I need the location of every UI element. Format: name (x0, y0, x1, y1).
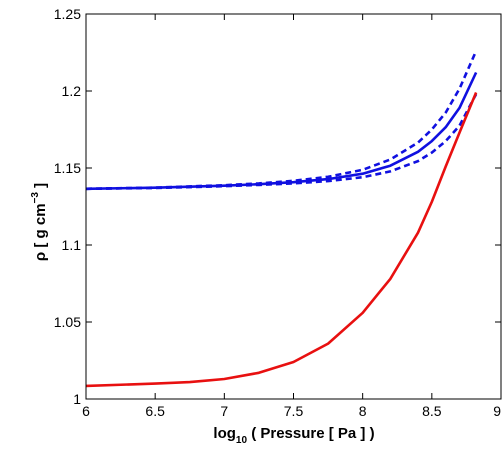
y-tick-label: 1.1 (62, 237, 82, 253)
y-axis-title-suffix: ] (32, 183, 49, 192)
x-tick-label: 8 (359, 403, 367, 419)
plot-background (86, 14, 501, 399)
y-tick-label: 1.25 (54, 6, 81, 22)
y-tick-label: 1.05 (54, 314, 81, 330)
y-axis-title-prefix: ρ [ g cm (32, 203, 49, 261)
series-line-4 (85, 92, 478, 388)
plot-area (86, 14, 501, 399)
y-tick-label: 1.2 (62, 83, 82, 99)
x-axis-title-suffix: ( Pressure [ Pa ] ) (247, 425, 375, 442)
x-tick-label: 6.5 (145, 403, 165, 419)
y-tick-label: 1.15 (54, 160, 81, 176)
y-axis-title: ρ [ g cm−3 ] (30, 183, 49, 261)
x-axis-title-prefix: log (213, 425, 236, 442)
axes-layer: 6 6.5 7 7.5 8 8.5 9 1 1.05 1.1 1.15 1.2 1.25 (54, 6, 502, 419)
y-tick-label: 1 (73, 391, 81, 407)
series-layer (85, 50, 478, 388)
x-tick-label: 7 (220, 403, 228, 419)
x-tick-label: 8.5 (422, 403, 442, 419)
x-tick-label: 6 (82, 403, 90, 419)
x-tick-label: 7.5 (284, 403, 304, 419)
y-axis-title-superscript: −3 (30, 192, 41, 204)
x-tick-label: 9 (493, 403, 501, 419)
series-line-1 (85, 71, 478, 191)
series-line-2 (85, 50, 478, 191)
x-axis-title: log10 ( Pressure [ Pa ] ) (213, 425, 374, 446)
x-axis-title-subscript: 10 (236, 435, 248, 446)
